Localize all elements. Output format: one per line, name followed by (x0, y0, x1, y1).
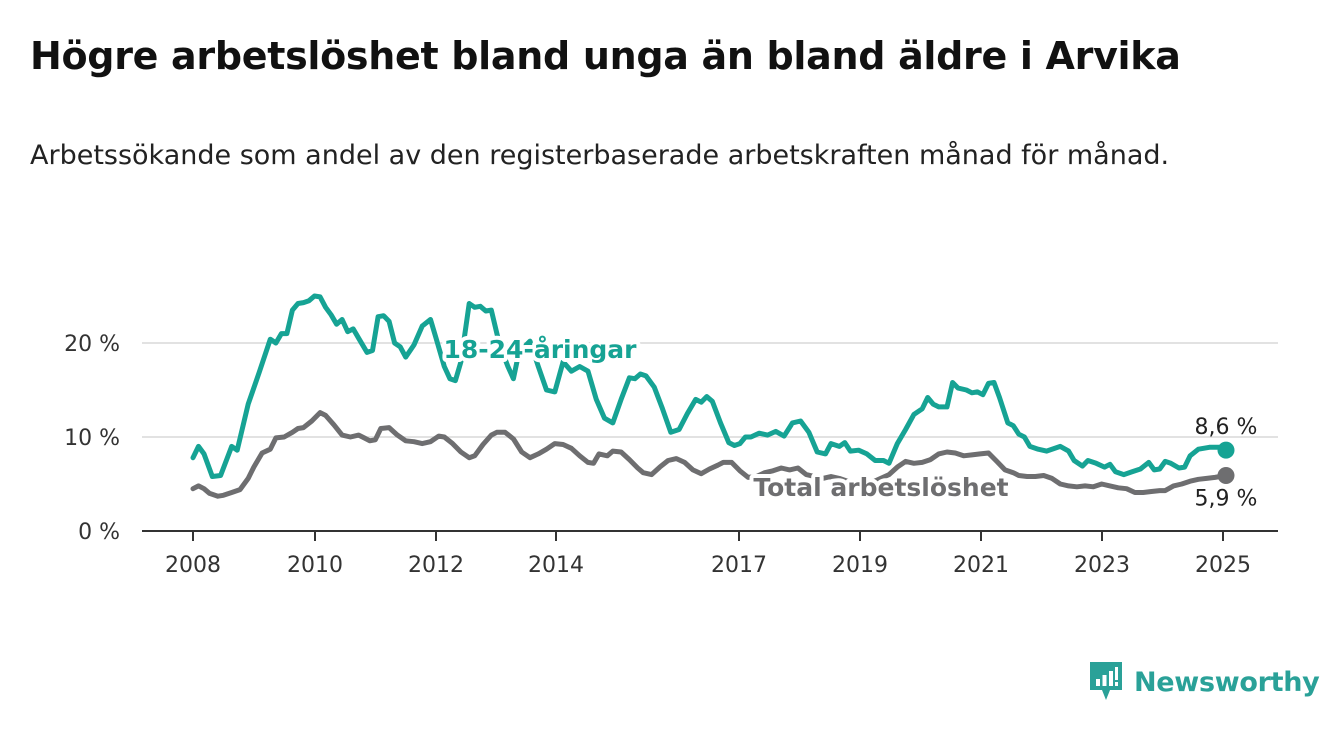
annotations: 8,6 %5,9 %18-24-åringar18-24-åringarTota… (440, 331, 1258, 512)
x-tick-label: 2021 (953, 553, 1009, 578)
gridlines: 0 % 10 % 20 % (64, 332, 1278, 545)
x-tick-label: 2025 (1195, 553, 1251, 578)
y-tick-label: 10 % (64, 426, 120, 451)
youth-series-label-halo: 18-24-åringar (444, 335, 638, 364)
y-tick-label: 20 % (64, 332, 120, 357)
x-tick-label: 2008 (165, 553, 221, 578)
x-tick-label: 2014 (528, 553, 584, 578)
x-axis: 2008 2010 2012 2014 2017 2019 2021 2023 2025 (142, 530, 1278, 578)
y-tick-label: 0 % (78, 520, 120, 545)
x-tick-label: 2010 (287, 553, 343, 578)
total-series-line (190, 410, 1229, 499)
youth-series-line (190, 293, 1229, 479)
total-series-label-halo: Total arbetslöshet (753, 473, 1008, 502)
x-tick-label: 2017 (711, 553, 767, 578)
newsworthy-chart-icon (1090, 662, 1122, 700)
total-end-point (1217, 467, 1235, 485)
youth-end-label: 8,6 % (1195, 415, 1258, 440)
total-end-label: 5,9 % (1195, 487, 1258, 512)
x-tick-label: 2023 (1074, 553, 1130, 578)
series-lines (190, 293, 1235, 499)
total-series-label: Total arbetslöshet (753, 473, 1008, 502)
brand-name: Newsworthy (1134, 666, 1320, 698)
youth-series-label: 18-24-åringar (444, 335, 638, 364)
chart-subtitle: Arbetssökande som andel av den registerb… (30, 140, 1170, 171)
x-tick-label: 2012 (408, 553, 464, 578)
youth-end-point (1217, 441, 1235, 459)
chart-title: Högre arbetslöshet bland unga än bland ä… (30, 34, 1181, 78)
newsworthy-logo: Newsworthy (1088, 660, 1320, 704)
x-tick-label: 2019 (832, 553, 888, 578)
